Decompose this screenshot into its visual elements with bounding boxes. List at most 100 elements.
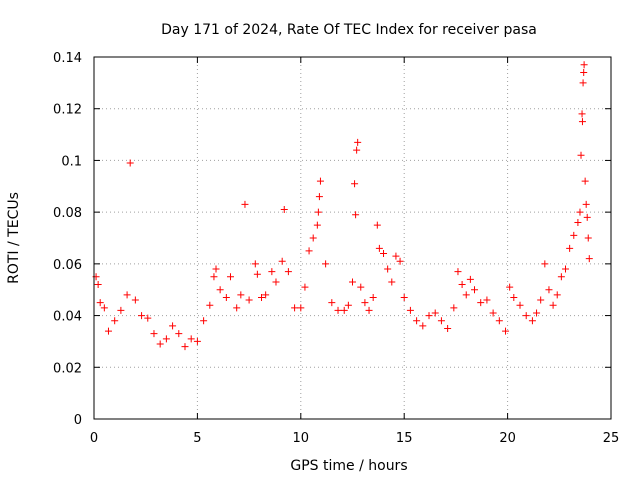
data-point (466, 275, 474, 283)
data-point (245, 296, 253, 304)
data-point (583, 213, 591, 221)
data-point (580, 61, 588, 69)
data-point (216, 286, 224, 294)
data-point (181, 343, 189, 351)
data-point (305, 247, 313, 255)
data-point (574, 218, 582, 226)
data-point (483, 296, 491, 304)
data-point (344, 301, 352, 309)
data-point (150, 330, 158, 338)
data-point (579, 79, 587, 87)
data-point (96, 299, 104, 307)
data-point (233, 304, 241, 312)
data-point (222, 293, 230, 301)
data-point (258, 293, 266, 301)
x-tick-label: 25 (603, 431, 620, 446)
data-point (284, 268, 292, 276)
data-point (175, 330, 183, 338)
data-point (272, 278, 280, 286)
data-point (400, 293, 408, 301)
x-tick-label: 5 (193, 431, 201, 446)
data-point (495, 317, 503, 325)
data-point (562, 265, 570, 273)
data-point (380, 250, 388, 258)
data-point (388, 278, 396, 286)
data-point (268, 268, 276, 276)
data-point (510, 293, 518, 301)
data-point (316, 177, 324, 185)
data-point (349, 278, 356, 286)
data-point (545, 286, 553, 294)
data-point (351, 180, 359, 188)
data-points (92, 61, 593, 351)
data-point (584, 234, 592, 242)
data-point (502, 327, 510, 335)
data-point (212, 265, 220, 273)
data-point (578, 118, 586, 126)
data-point (489, 309, 497, 317)
data-point (322, 260, 330, 268)
y-tick-label: 0.02 (53, 361, 82, 376)
data-point (226, 273, 234, 281)
data-point (413, 317, 421, 325)
axis-ticks: 0 5 10 15 20 25 0 0.02 0.04 0.06 0.08 0.1 0.12 0.14 (53, 51, 619, 446)
data-point (582, 200, 590, 208)
y-tick-label: 0.04 (53, 310, 82, 325)
data-point (406, 306, 414, 314)
data-point (425, 312, 433, 320)
data-point (444, 325, 452, 332)
y-tick-label: 0 (74, 413, 82, 428)
data-point (237, 291, 245, 299)
data-point (278, 257, 286, 265)
data-point (576, 208, 584, 216)
y-tick-label: 0.08 (53, 206, 82, 221)
data-point (557, 273, 565, 281)
data-point (506, 283, 514, 291)
data-point (126, 159, 134, 167)
data-point (100, 304, 108, 312)
data-point (357, 283, 365, 291)
x-tick-label: 10 (293, 431, 310, 446)
data-point (315, 193, 323, 201)
data-point (301, 283, 309, 291)
data-point (131, 296, 139, 304)
grid-layer (94, 57, 611, 419)
data-point (450, 304, 458, 312)
data-point (187, 335, 195, 343)
chart-title: Day 171 of 2024, Rate Of TEC Index for r… (161, 22, 537, 38)
data-point (117, 306, 125, 314)
data-point (193, 337, 201, 345)
x-axis-label: GPS time / hours (290, 458, 407, 474)
data-point (585, 255, 593, 263)
data-point (309, 234, 317, 242)
data-point (361, 299, 369, 307)
data-point (262, 291, 270, 299)
data-point (94, 281, 102, 289)
data-point (291, 304, 299, 312)
y-tick-label: 0.12 (53, 103, 82, 118)
data-point (365, 306, 373, 314)
data-point (396, 257, 404, 265)
data-point (353, 146, 361, 154)
data-point (537, 296, 545, 304)
data-point (200, 317, 208, 325)
data-point (123, 291, 131, 299)
data-point (156, 340, 164, 348)
data-point (549, 301, 557, 309)
data-point (454, 268, 462, 276)
data-point (328, 299, 336, 307)
data-point (340, 306, 348, 314)
data-point (210, 273, 218, 281)
data-point (352, 211, 360, 219)
data-point (462, 291, 470, 299)
data-point (314, 208, 322, 216)
data-point (280, 206, 288, 214)
data-point (206, 301, 214, 309)
data-point (144, 314, 152, 322)
data-point (437, 317, 445, 325)
data-point (477, 299, 485, 307)
data-point (104, 327, 112, 335)
data-point (138, 312, 146, 320)
data-point (251, 260, 259, 268)
